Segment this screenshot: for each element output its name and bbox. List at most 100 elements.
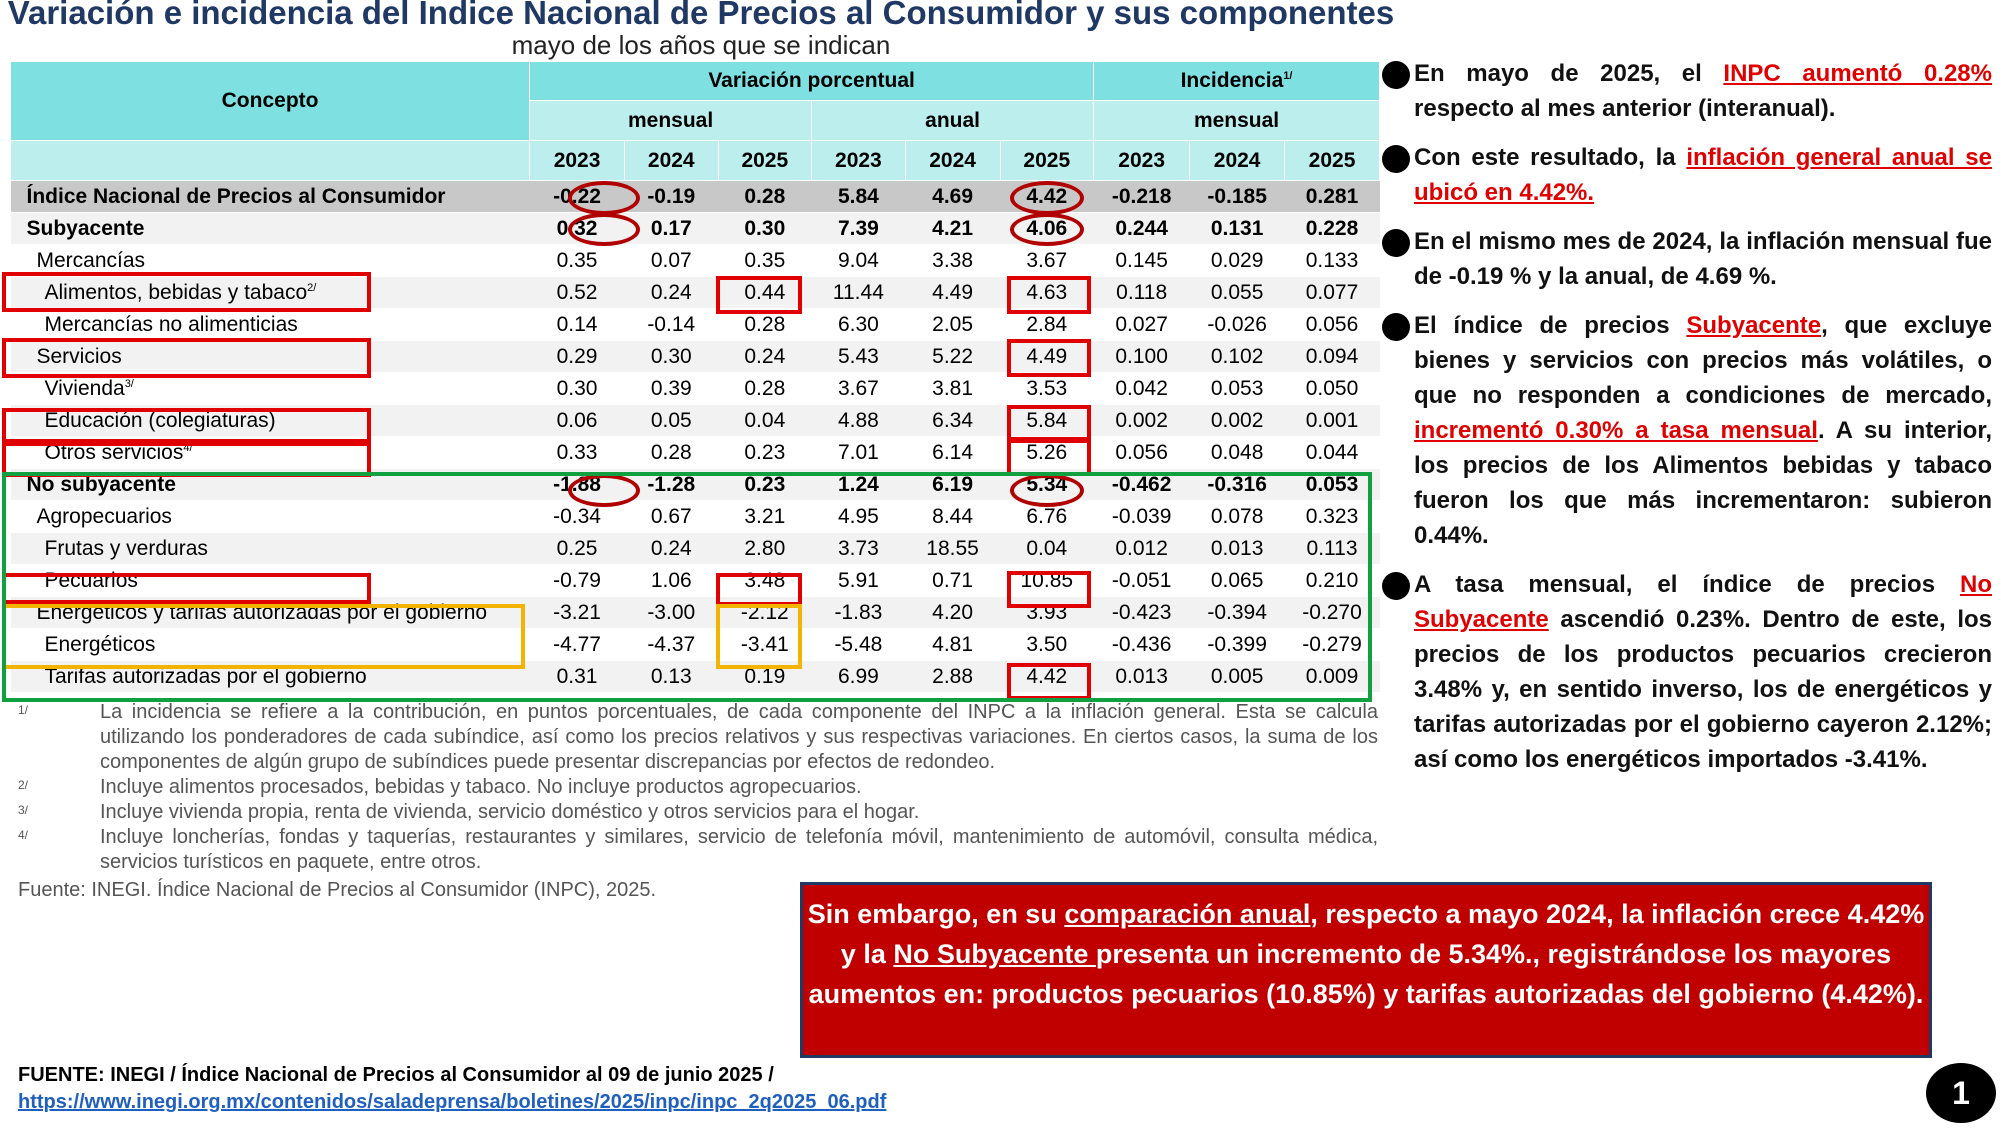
highlight-box xyxy=(2,408,371,443)
bullet-item: En mayo de 2025, el INPC aumentó 0.28% r… xyxy=(1382,56,1992,126)
table-cell: 0.24 xyxy=(718,340,812,373)
bullet-item: En el mismo mes de 2024, la inflación me… xyxy=(1382,224,1992,294)
table-cell: 0.30 xyxy=(624,340,719,373)
table-cell: -0.34 xyxy=(529,500,625,533)
highlight-oval xyxy=(1010,213,1084,246)
source-link[interactable]: https://www.inegi.org.mx/contenidos/sala… xyxy=(18,1091,887,1113)
highlight-box xyxy=(2,272,371,312)
table-cell: 0.323 xyxy=(1284,500,1380,533)
bullet-icon xyxy=(1382,313,1410,341)
bullet-icon xyxy=(1382,229,1410,257)
table-row: Frutas y verduras 0.25 0.24 2.80 3.73 18.55 0.… xyxy=(10,532,1380,565)
page-title: Variación e incidencia del Índice Nacion… xyxy=(7,0,1395,31)
page-number-badge: 1 xyxy=(1926,1063,1996,1123)
table-cell: 4.69 xyxy=(905,180,1000,213)
table-cell: 0.133 xyxy=(1284,244,1380,277)
table-cell: 0.027 xyxy=(1093,308,1190,341)
year-header: 2023 xyxy=(1093,140,1191,181)
table-cell: -5.48 xyxy=(811,628,906,661)
table-cell: 6.14 xyxy=(905,436,1000,469)
table-cell: 9.04 xyxy=(811,244,906,277)
table-cell: 0.077 xyxy=(1284,276,1380,309)
incidencia-mensual-header: mensual xyxy=(1093,100,1380,141)
table-cell: 0.102 xyxy=(1189,340,1285,373)
bullet-icon xyxy=(1382,572,1410,600)
table-row: Índice Nacional de Precios al Consumidor… xyxy=(10,180,1380,213)
table-cell: 0.056 xyxy=(1093,436,1190,469)
table-row: Mercancías no alimenticias 0.14 -0.14 0.28 6… xyxy=(10,308,1380,341)
highlight-box xyxy=(2,338,371,378)
table-cell: 0.71 xyxy=(905,564,1000,597)
table-cell: -0.185 xyxy=(1189,180,1285,213)
table-cell: -3.41 xyxy=(718,628,812,661)
table-cell: 4.49 xyxy=(905,276,1000,309)
year-header: 2024 xyxy=(1189,140,1286,181)
table-cell: 0.44 xyxy=(718,276,812,309)
anual-header: anual xyxy=(811,100,1095,141)
table-cell: 0.07 xyxy=(624,244,719,277)
table-cell: 11.44 xyxy=(811,276,906,309)
table-cell: 0.39 xyxy=(624,372,719,405)
source-footer: FUENTE: INEGI / Índice Nacional de Preci… xyxy=(18,1064,774,1086)
table-row: Pecuarios -0.79 1.06 3.48 5.91 0.71 10.85 -0.05… xyxy=(10,564,1380,597)
year-header: 2025 xyxy=(1284,140,1380,181)
table-cell: -0.436 xyxy=(1093,628,1190,661)
table-cell: 0.23 xyxy=(718,436,812,469)
highlight-box xyxy=(1007,339,1091,377)
table-cell: 5.91 xyxy=(811,564,906,597)
bullet-icon xyxy=(1382,61,1410,89)
year-header: 2023 xyxy=(529,140,625,181)
table-cell: 0.14 xyxy=(529,308,625,341)
table-cell: 3.53 xyxy=(1000,372,1094,405)
table-cell: 7.01 xyxy=(811,436,906,469)
highlight-box xyxy=(1007,439,1091,476)
table-cell: 0.065 xyxy=(1189,564,1285,597)
table-cell: 2.88 xyxy=(905,660,1000,693)
table-cell: 1.06 xyxy=(624,564,719,597)
table-cell: -3.21 xyxy=(529,596,625,629)
highlight-box xyxy=(1007,405,1091,441)
table-cell: 0.17 xyxy=(624,212,719,245)
table-row: Energéticos -4.77 -4.37 -3.41 -5.48 4.81 3.50-… xyxy=(10,628,1380,661)
table-cell: 0.044 xyxy=(1284,436,1380,469)
table-row: Mercancías 0.35 0.07 0.35 9.04 3.38 3.67 0.145 0… xyxy=(10,244,1380,277)
table-source: Fuente: INEGI. Índice Nacional de Precio… xyxy=(18,879,657,901)
table-cell: 0.28 xyxy=(718,180,812,213)
table-cell: 0.31 xyxy=(529,660,625,693)
table-cell: 0.078 xyxy=(1189,500,1285,533)
table-cell: 0.013 xyxy=(1093,660,1190,693)
table-cell: 0.013 xyxy=(1189,532,1285,565)
table-cell: 0.002 xyxy=(1093,404,1190,437)
highlight-oval xyxy=(568,474,640,507)
variacion-header: Variación porcentual xyxy=(529,61,1095,101)
highlight-oval xyxy=(568,181,640,215)
table-cell: -0.039 xyxy=(1093,500,1190,533)
table-cell: 6.34 xyxy=(905,404,1000,437)
table-cell: 0.05 xyxy=(624,404,719,437)
table-cell: 0.244 xyxy=(1093,212,1190,245)
table-cell: 0.029 xyxy=(1189,244,1285,277)
bullet-list: En mayo de 2025, el INPC aumentó 0.28% r… xyxy=(1382,56,1992,791)
table-cell: 0.094 xyxy=(1284,340,1380,373)
table-row: Servicios 0.29 0.30 0.24 5.43 5.22 4.49 0.100 0.… xyxy=(10,340,1380,373)
table-cell: -0.423 xyxy=(1093,596,1190,629)
highlight-oval xyxy=(1010,474,1084,507)
table-row: Alimentos, bebidas y tabaco2/0.52 0.24 0.4… xyxy=(10,276,1380,309)
year-header: 2023 xyxy=(811,140,906,181)
table-cell: 0.002 xyxy=(1189,404,1285,437)
table-cell: -0.279 xyxy=(1284,628,1380,661)
table-cell: 0.009 xyxy=(1284,660,1380,693)
table-cell: -0.14 xyxy=(624,308,719,341)
bullet-item: Con este resultado, la inflación general… xyxy=(1382,140,1992,210)
table-cell: 0.005 xyxy=(1189,660,1285,693)
table-cell: 0.24 xyxy=(624,276,719,309)
table-cell: 0.67 xyxy=(624,500,719,533)
highlight-oval xyxy=(568,213,640,246)
table-cell: 0.001 xyxy=(1284,404,1380,437)
row-label: Frutas y verduras xyxy=(10,532,530,565)
table-cell: 0.33 xyxy=(529,436,625,469)
row-label: Mercancías xyxy=(10,244,530,277)
table-cell: -0.394 xyxy=(1189,596,1285,629)
table-cell: -0.19 xyxy=(624,180,719,213)
table-cell: 3.73 xyxy=(811,532,906,565)
